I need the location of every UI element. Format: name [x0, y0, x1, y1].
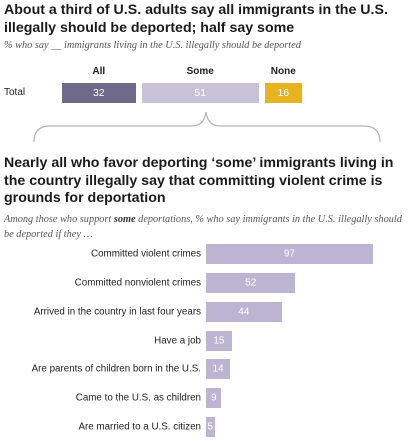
top-chart-subtitle: % who say __ immigrants living in the U.…: [4, 40, 301, 51]
bar-label: Arrived in the country in last four year…: [33, 306, 201, 318]
row-label-total: Total: [4, 87, 26, 98]
bottom-chart-title: Nearly all who favor deporting ‘some’ im…: [4, 155, 394, 206]
column-label-some: Some: [186, 66, 214, 77]
segment-all: 32: [62, 83, 136, 103]
bar: [206, 302, 282, 322]
bar: [206, 417, 215, 437]
bar-value-label: 97: [283, 248, 295, 260]
bar-label: Are parents of children born in the U.S.: [31, 363, 201, 375]
bar-label: Have a job: [154, 335, 201, 347]
bar: [206, 388, 222, 408]
bar: [206, 244, 373, 264]
segment-none: 16: [264, 83, 302, 103]
bar-value-label: 44: [238, 306, 250, 318]
bar-value-label: 9: [210, 392, 217, 404]
column-label-none: None: [270, 66, 296, 77]
bar: [206, 331, 232, 351]
bar-value-label: 52: [245, 277, 257, 289]
bar-value-label: 15: [213, 335, 225, 347]
bar-label: Committed nonviolent crimes: [74, 277, 201, 289]
bar-label: Committed violent crimes: [91, 248, 201, 260]
bar-label: Came to the U.S. as children: [75, 392, 201, 404]
bottom-chart-subtitle: Among those who support some deportation…: [4, 214, 402, 240]
top-chart-title: About a third of U.S. adults say all imm…: [4, 2, 388, 36]
bar-value-label: 14: [212, 363, 224, 375]
bar: [206, 359, 231, 379]
bar-label: Are married to a U.S. citizen: [78, 421, 201, 433]
bar-value-label: 5: [207, 421, 214, 433]
column-label-all: All: [92, 66, 106, 77]
segment-some: 51: [141, 83, 259, 103]
bar: [206, 273, 296, 293]
